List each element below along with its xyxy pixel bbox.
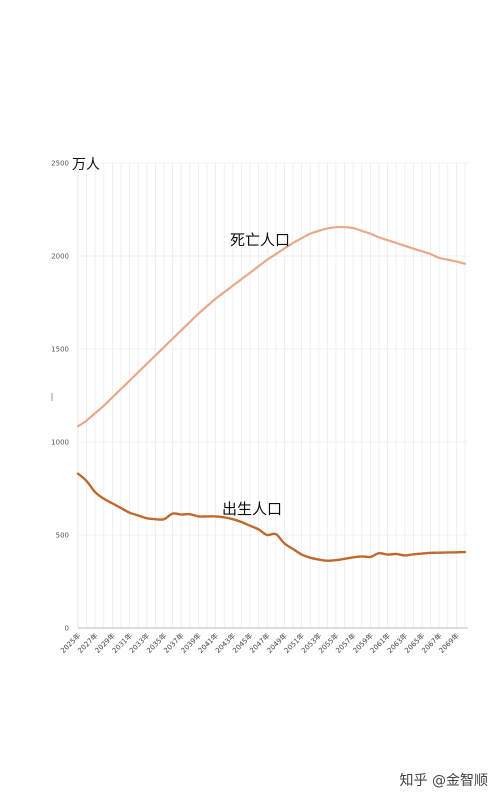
y-tick-label: 2000 — [51, 253, 69, 261]
series-line-deaths — [76, 225, 467, 428]
y-tick-label: 0 — [65, 625, 69, 633]
y-axis-ticks: 0 500 1000 1500 2000 2500 — [51, 160, 69, 633]
series-label-births: 出生人口 — [222, 500, 282, 518]
x-axis-ticks: 2025年2027年2029年2031年2033年2035年2037年2039年… — [58, 631, 460, 655]
series-line-births — [76, 472, 467, 562]
watermark: 知乎 @金智顺 — [399, 773, 488, 789]
y-tick-label: 1000 — [51, 439, 69, 447]
horizontal-gridlines — [78, 162, 468, 536]
series-layer — [76, 225, 467, 562]
y-axis-unit-label: 万人 — [72, 157, 100, 173]
vertical-gridlines — [77, 163, 466, 628]
y-tick-label: 1500 — [51, 346, 69, 354]
y-tick-label: 500 — [56, 532, 69, 540]
series-label-deaths: 死亡人口 — [230, 231, 290, 249]
y-tick-label: 2500 — [51, 160, 69, 168]
